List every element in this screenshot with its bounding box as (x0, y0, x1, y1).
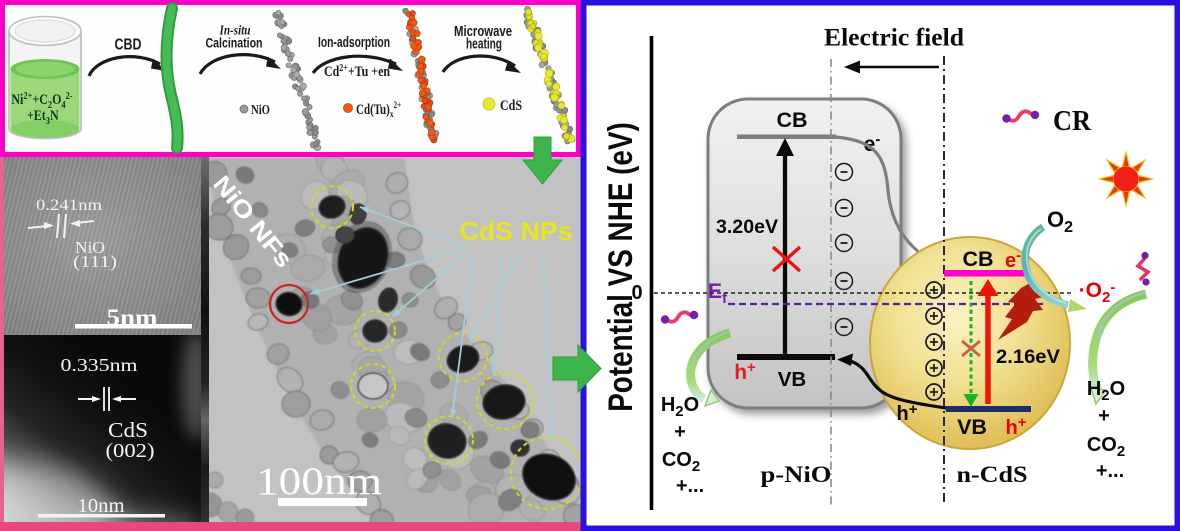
svg-text:In-situ: In-situ (219, 23, 251, 38)
svg-text:+: + (1098, 405, 1110, 427)
svg-text:100nm: 100nm (256, 460, 382, 503)
svg-text:·O2-: ·O2- (1079, 279, 1116, 306)
svg-text:VB: VB (957, 415, 987, 439)
svg-text:heating: heating (466, 36, 502, 53)
svg-text:10nm: 10nm (78, 495, 125, 517)
svg-text:0: 0 (631, 282, 642, 304)
svg-text:NiO: NiO (251, 103, 270, 118)
svg-text:3.20eV: 3.20eV (716, 216, 778, 238)
svg-text:CBD: CBD (115, 37, 142, 54)
svg-text:H2O: H2O (1087, 378, 1125, 404)
svg-text:+...: +... (676, 475, 704, 497)
svg-text:Microwave: Microwave (454, 23, 512, 40)
svg-text:(002): (002) (106, 440, 155, 462)
svg-text:Calcination: Calcination (206, 36, 263, 51)
svg-text:Cd2++Tu +en: Cd2++Tu +en (324, 62, 391, 79)
svg-text:+Et3N: +Et3N (27, 107, 59, 128)
svg-text:CdS NPs: CdS NPs (460, 216, 573, 246)
svg-text:0.335nm: 0.335nm (61, 355, 138, 375)
svg-text:Potential VS NHE (eV): Potential VS NHE (eV) (601, 122, 639, 412)
svg-text:CB: CB (962, 247, 993, 271)
svg-text:Electric field: Electric field (824, 25, 964, 52)
svg-text:VB: VB (778, 368, 806, 391)
svg-text:CB: CB (776, 108, 807, 132)
svg-text:Ion-adsorption: Ion-adsorption (318, 34, 390, 51)
svg-text:NiO: NiO (75, 238, 105, 257)
svg-text:n-CdS: n-CdS (957, 462, 1028, 487)
svg-text:0.241nm: 0.241nm (36, 197, 103, 214)
svg-text:p-NiO: p-NiO (761, 462, 832, 487)
svg-text:(111): (111) (73, 252, 117, 271)
svg-text:CR: CR (1053, 105, 1092, 137)
svg-text:CdS: CdS (108, 418, 148, 442)
svg-text:CdS: CdS (500, 98, 522, 114)
svg-text:+: + (674, 421, 686, 443)
svg-text:+...: +... (1096, 460, 1124, 482)
svg-text:2.16eV: 2.16eV (996, 347, 1060, 368)
